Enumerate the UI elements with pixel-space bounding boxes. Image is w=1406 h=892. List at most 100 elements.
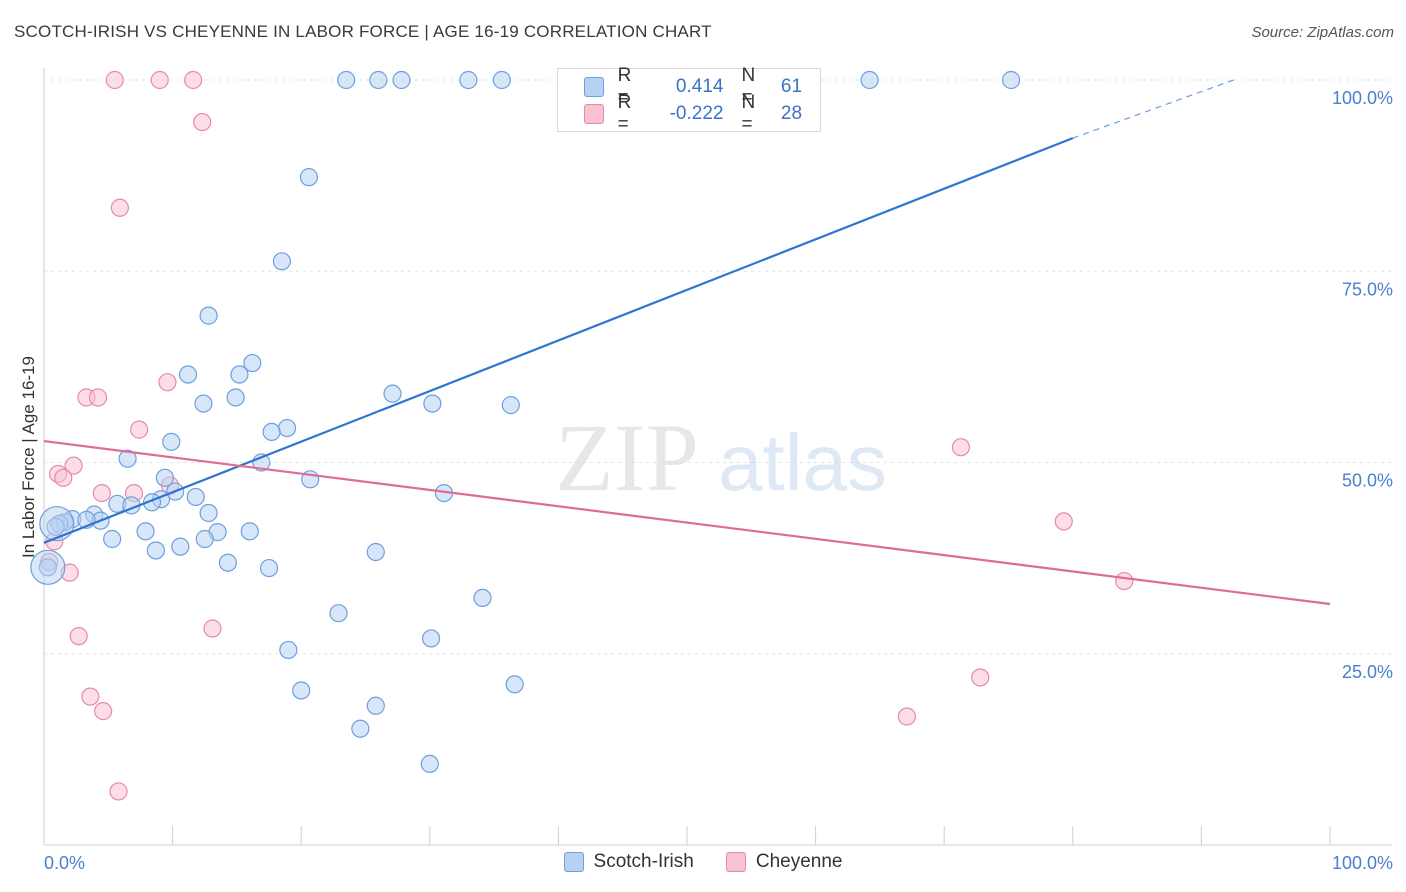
cheyenne-point [203,619,222,638]
y-tick-labels: 25.0% 50.0% 75.0% 100.0% [1332,88,1393,682]
cheyenne-point [971,668,990,687]
legend-swatch-blue [584,77,604,97]
legend-item-cheyenne[interactable]: Cheyenne [725,851,843,873]
scotch-irish-point [423,394,442,413]
x-tick-label-max: 100.0% [1332,853,1393,873]
scotch-irish-point [194,394,213,413]
legend-n-label: N = [741,65,756,108]
scotch-irish-point [279,640,298,660]
legend-n-value: 61 [780,76,803,97]
scotch-irish-point [351,719,370,738]
legend-n-value: 28 [780,103,803,124]
cheyenne-point [64,456,83,475]
cheyenne-point [105,70,124,90]
legend-r-value: 0.414 [675,76,724,97]
scotch-irish-point [420,754,439,774]
cheyenne-point [130,420,149,439]
cheyenne-point [88,388,108,407]
scotch-irish-point [292,681,311,700]
scotch-irish-point [366,542,385,562]
legend-swatch-pink [725,852,746,872]
scotch-irish-point [178,365,198,384]
legend-r-label: R = [617,92,632,135]
legend-label-cheyenne: Cheyenne [755,851,843,872]
scotch-irish-point [459,70,478,90]
watermark-atlas: atlas [718,418,887,507]
legend-label-scotch-irish: Scotch-Irish [593,851,694,872]
cheyenne-point [184,70,203,90]
trendlines [43,79,1331,606]
scotch-irish-trendline-extension [1072,79,1234,139]
scotch-irish-point [243,353,262,373]
cheyenne-point [92,484,111,503]
cheyenne-point [54,468,73,487]
watermark: ZIP atlas [555,404,887,511]
cheyenne-point [193,112,212,132]
scotch-irish-point [505,675,524,694]
scotch-irish-point [337,70,356,90]
scotch-irish-point [277,418,297,438]
y-tick-label: 25.0% [1342,662,1393,682]
scotch-irish-point [369,70,388,90]
legend-row-scotch-irish: R = 0.414 N = 61 [584,65,820,108]
legend-swatch-blue [563,852,584,872]
scotch-irish-point [162,432,181,451]
scotch-irish-point [226,388,245,407]
scotch-irish-point [501,396,520,415]
scotch-irish-point [136,522,155,541]
scotch-irish-point [259,558,279,578]
scotch-irish-point [392,70,411,90]
scotch-irish-point [199,306,218,325]
x-tick-labels: 0.0% 100.0% [44,853,1393,873]
scotch-irish-point [383,384,402,403]
scotch-irish-point [103,529,122,549]
scotch-irish-points [30,70,1021,774]
cheyenne-point [897,707,917,726]
scotch-irish-point [155,468,174,487]
cheyenne-point [94,702,113,721]
cheyenne-points [40,70,1134,801]
legend-n-label: N = [741,92,756,135]
cheyenne-point [81,687,100,706]
source-label: Source: ZipAtlas.com [1251,24,1394,41]
cheyenne-point [110,198,129,217]
y-tick-label: 75.0% [1342,279,1393,299]
cheyenne-point [951,438,971,457]
scotch-irish-point [299,168,319,187]
scotch-irish-point-large [39,506,75,542]
cheyenne-point [158,373,177,392]
cheyenne-point [1115,571,1134,591]
watermark-zip: ZIP [555,404,699,511]
scotch-irish-point [860,70,879,90]
y-axis-label: In Labor Force | Age 16-19 [19,356,38,558]
scotch-irish-point [186,487,205,507]
cheyenne-trendline [43,439,1331,606]
legend-r-label: R = [617,65,632,108]
y-tick-label: 50.0% [1342,471,1393,491]
scotch-irish-point [473,588,492,608]
scotch-irish-point [195,529,214,549]
scotch-irish-point [218,553,237,572]
scotch-irish-point [492,70,511,90]
legend-row-cheyenne: R = -0.222 N = 28 [584,92,820,135]
cheyenne-point [1054,512,1073,531]
legend-item-scotch-irish[interactable]: Scotch-Irish [563,851,694,873]
y-tick-label: 100.0% [1332,88,1393,108]
scotch-irish-point [118,449,137,468]
correlation-legend: R = 0.414 N = 61 R = -0.222 N = 28 [557,65,821,135]
cheyenne-point [69,627,88,646]
axes [43,68,1392,846]
cheyenne-point [150,70,169,90]
scotch-irish-point [329,604,348,623]
scotch-irish-point-large [30,549,66,585]
scotch-irish-point [230,365,249,384]
x-tick-label-min: 0.0% [44,853,85,873]
scotch-irish-point [199,503,218,523]
scotch-irish-point [262,422,281,441]
scotch-irish-point [171,537,190,556]
chart-title: SCOTCH-IRISH VS CHEYENNE IN LABOR FORCE … [14,22,712,41]
legend-r-value: -0.222 [669,103,724,124]
cheyenne-point [109,782,128,801]
scotch-irish-point [421,629,441,648]
